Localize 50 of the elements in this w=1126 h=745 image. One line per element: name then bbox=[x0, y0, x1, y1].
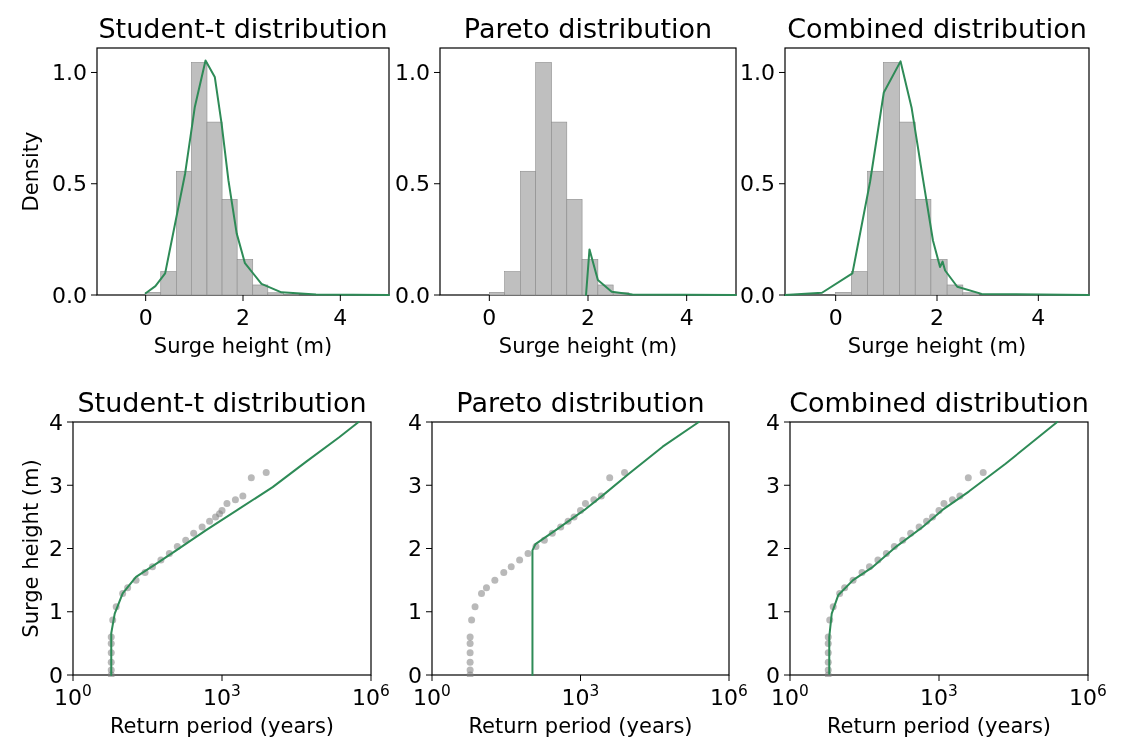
y-tick-label: 2 bbox=[408, 536, 422, 562]
y-tick-label: 1 bbox=[49, 599, 63, 625]
x-axis-title: Surge height (m) bbox=[153, 334, 333, 358]
y-tick-label: 3 bbox=[408, 472, 422, 498]
y-axis-title: Surge height (m) bbox=[19, 459, 43, 638]
chart-title: Student-t distribution bbox=[77, 387, 367, 418]
chart-title: Pareto distribution bbox=[463, 13, 713, 44]
x-tick-label: 10$^{3}$ bbox=[203, 682, 241, 710]
x-tick-label: 10$^{3}$ bbox=[920, 682, 958, 710]
x-tick-label: 4 bbox=[679, 305, 694, 330]
x-tick-label: 0 bbox=[828, 305, 843, 330]
y-tick-label: 0.0 bbox=[395, 282, 430, 308]
y-tick-label: 4 bbox=[766, 409, 780, 435]
x-tick-label: 10$^{6}$ bbox=[710, 682, 748, 710]
x-axis-title: Return period (years) bbox=[468, 714, 693, 738]
y-tick-label: 1 bbox=[408, 599, 422, 625]
y-tick-label: 2 bbox=[49, 536, 63, 562]
x-tick-label: 2 bbox=[236, 305, 250, 330]
y-tick-label: 0.0 bbox=[740, 282, 775, 308]
x-axis-title: Surge height (m) bbox=[498, 334, 678, 358]
x-tick-label: 2 bbox=[930, 305, 944, 330]
y-tick-label: 0.0 bbox=[52, 282, 87, 308]
x-axis-title: Return period (years) bbox=[109, 714, 335, 738]
y-tick-label: 1.0 bbox=[52, 60, 87, 86]
x-tick-label: 10$^{6}$ bbox=[1069, 682, 1107, 710]
x-axis-title: Return period (years) bbox=[826, 714, 1052, 738]
x-tick-label: 2 bbox=[581, 305, 595, 330]
y-axis-title: Density bbox=[19, 131, 43, 212]
y-tick-label: 2 bbox=[766, 536, 780, 562]
chart-title: Student-t distribution bbox=[98, 13, 388, 44]
x-tick-label: 4 bbox=[333, 305, 348, 330]
y-tick-label: 0.5 bbox=[395, 171, 430, 197]
y-tick-label: 1 bbox=[766, 599, 780, 625]
chart-title: Combined distribution bbox=[789, 387, 1089, 418]
y-tick-label: 1.0 bbox=[395, 60, 430, 86]
chart-title: Combined distribution bbox=[787, 13, 1087, 44]
y-tick-label: 3 bbox=[49, 472, 63, 498]
y-tick-label: 3 bbox=[766, 472, 780, 498]
x-axis-title: Surge height (m) bbox=[847, 334, 1027, 358]
y-tick-label: 4 bbox=[408, 409, 422, 435]
y-tick-label: 0.5 bbox=[52, 171, 87, 197]
x-tick-label: 10$^{6}$ bbox=[352, 682, 390, 710]
chart-title: Pareto distribution bbox=[456, 387, 705, 418]
x-tick-label: 0 bbox=[138, 305, 153, 330]
y-tick-label: 4 bbox=[49, 409, 63, 435]
y-tick-label: 1.0 bbox=[740, 60, 775, 86]
x-tick-label: 0 bbox=[482, 305, 497, 330]
y-tick-label: 0.5 bbox=[740, 171, 775, 197]
x-tick-label: 10$^{3}$ bbox=[561, 682, 600, 710]
x-tick-label: 4 bbox=[1031, 305, 1046, 330]
